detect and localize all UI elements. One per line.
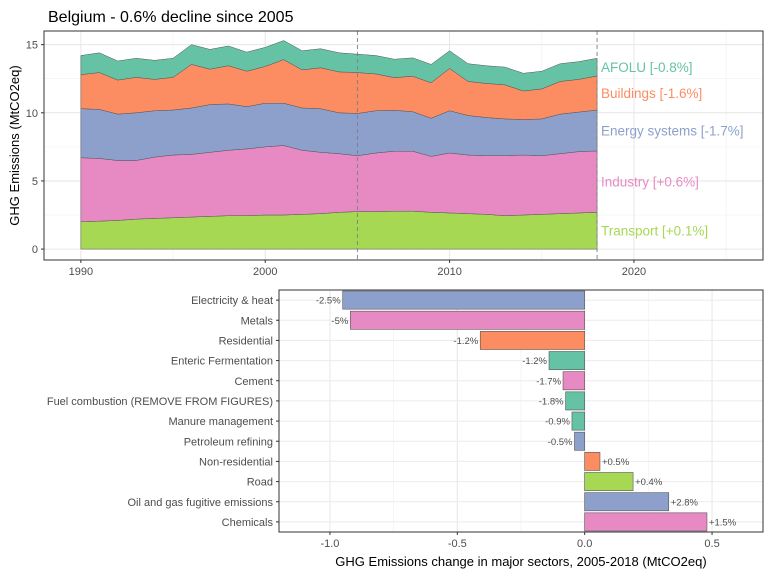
area-industry [80, 145, 598, 223]
bar-residential [479, 331, 585, 350]
plot-border [43, 30, 764, 261]
bar-data-label: +0.5% [602, 457, 630, 468]
bar-cement [562, 371, 585, 391]
category-label: Residential [219, 335, 273, 347]
category-label: Oil and gas fugitive emissions [127, 497, 273, 509]
category-label: Electricity & heat [191, 295, 273, 307]
bar-enteric-fermentation [548, 351, 585, 370]
series-label: Energy systems [-1.7%] [601, 124, 744, 139]
category-label: Metals [241, 315, 274, 327]
bar-manure-management [571, 411, 585, 431]
bar-data-label: -2.5% [316, 296, 341, 307]
x-tick-label: 0.5 [704, 538, 719, 550]
bar-electricity-heat [342, 290, 585, 310]
bar-data-label: -5% [331, 316, 348, 327]
bar-data-label: -1.2% [522, 356, 547, 367]
bar-non-residential [584, 452, 601, 471]
y-tick-label: 10 [26, 108, 38, 120]
category-label: Chemicals [222, 517, 274, 529]
series-label: Buildings [-1.6%] [601, 86, 702, 101]
bar-petroleum-refining [574, 431, 585, 451]
bar-data-label: -0.9% [545, 417, 570, 428]
bar-data-label: -0.5% [548, 437, 573, 448]
bar-road [584, 472, 634, 491]
x-tick-label: -1.0 [320, 538, 339, 550]
x-axis-title: GHG Emissions change in major sectors, 2… [335, 554, 706, 569]
chart-title: Belgium - 0.6% decline since 2005 [48, 9, 294, 26]
x-tick-label: 2000 [253, 266, 277, 278]
category-label: Fuel combustion (REMOVE FROM FIGURES) [47, 396, 273, 408]
x-tick-label: 2010 [437, 266, 461, 278]
bar-metals [350, 310, 585, 330]
category-label: Manure management [168, 416, 273, 428]
y-tick-label: 5 [32, 176, 38, 188]
y-tick-label: 0 [32, 244, 38, 256]
bar-data-label: +1.5% [709, 517, 737, 528]
bar-data-label: +0.4% [635, 477, 663, 488]
area-chart-panel: 1990 2000 2010 2020 0 5 10 15 GHG Emissions (MtC… [7, 30, 764, 278]
bar-chart-panel: -2.5% Electricity & heat -5% Metals -1.2% Res… [47, 289, 764, 569]
bar-data-label: -1.7% [536, 376, 561, 387]
x-tick-label: 0.0 [577, 538, 592, 550]
category-label: Enteric Fermentation [171, 356, 273, 368]
series-label: AFOLU [-0.8%] [601, 60, 693, 75]
y-tick-label: 15 [26, 40, 38, 52]
category-label: Road [247, 477, 273, 489]
bar-data-label: -1.8% [539, 396, 564, 407]
category-label: Non-residential [199, 456, 273, 468]
y-axis-title: GHG Emissions (MtCO2eq) [7, 65, 22, 225]
x-tick-label: 2020 [622, 266, 646, 278]
series-label: Transport [+0.1%] [601, 224, 708, 239]
bar-chemicals [584, 512, 708, 532]
x-tick-label: 1990 [69, 266, 93, 278]
bar-oil-and-gas-fugitive-emissions [584, 492, 670, 512]
category-label: Cement [234, 376, 273, 388]
bar-data-label: +2.8% [671, 497, 699, 508]
plot-border [278, 289, 764, 533]
bar-fuel-combustion-remove-from-figures [565, 391, 585, 411]
x-tick-label: -0.5 [448, 538, 467, 550]
category-label: Petroleum refining [184, 436, 273, 448]
bar-data-label: -1.2% [453, 336, 478, 347]
series-label: Industry [+0.6%] [601, 175, 699, 190]
